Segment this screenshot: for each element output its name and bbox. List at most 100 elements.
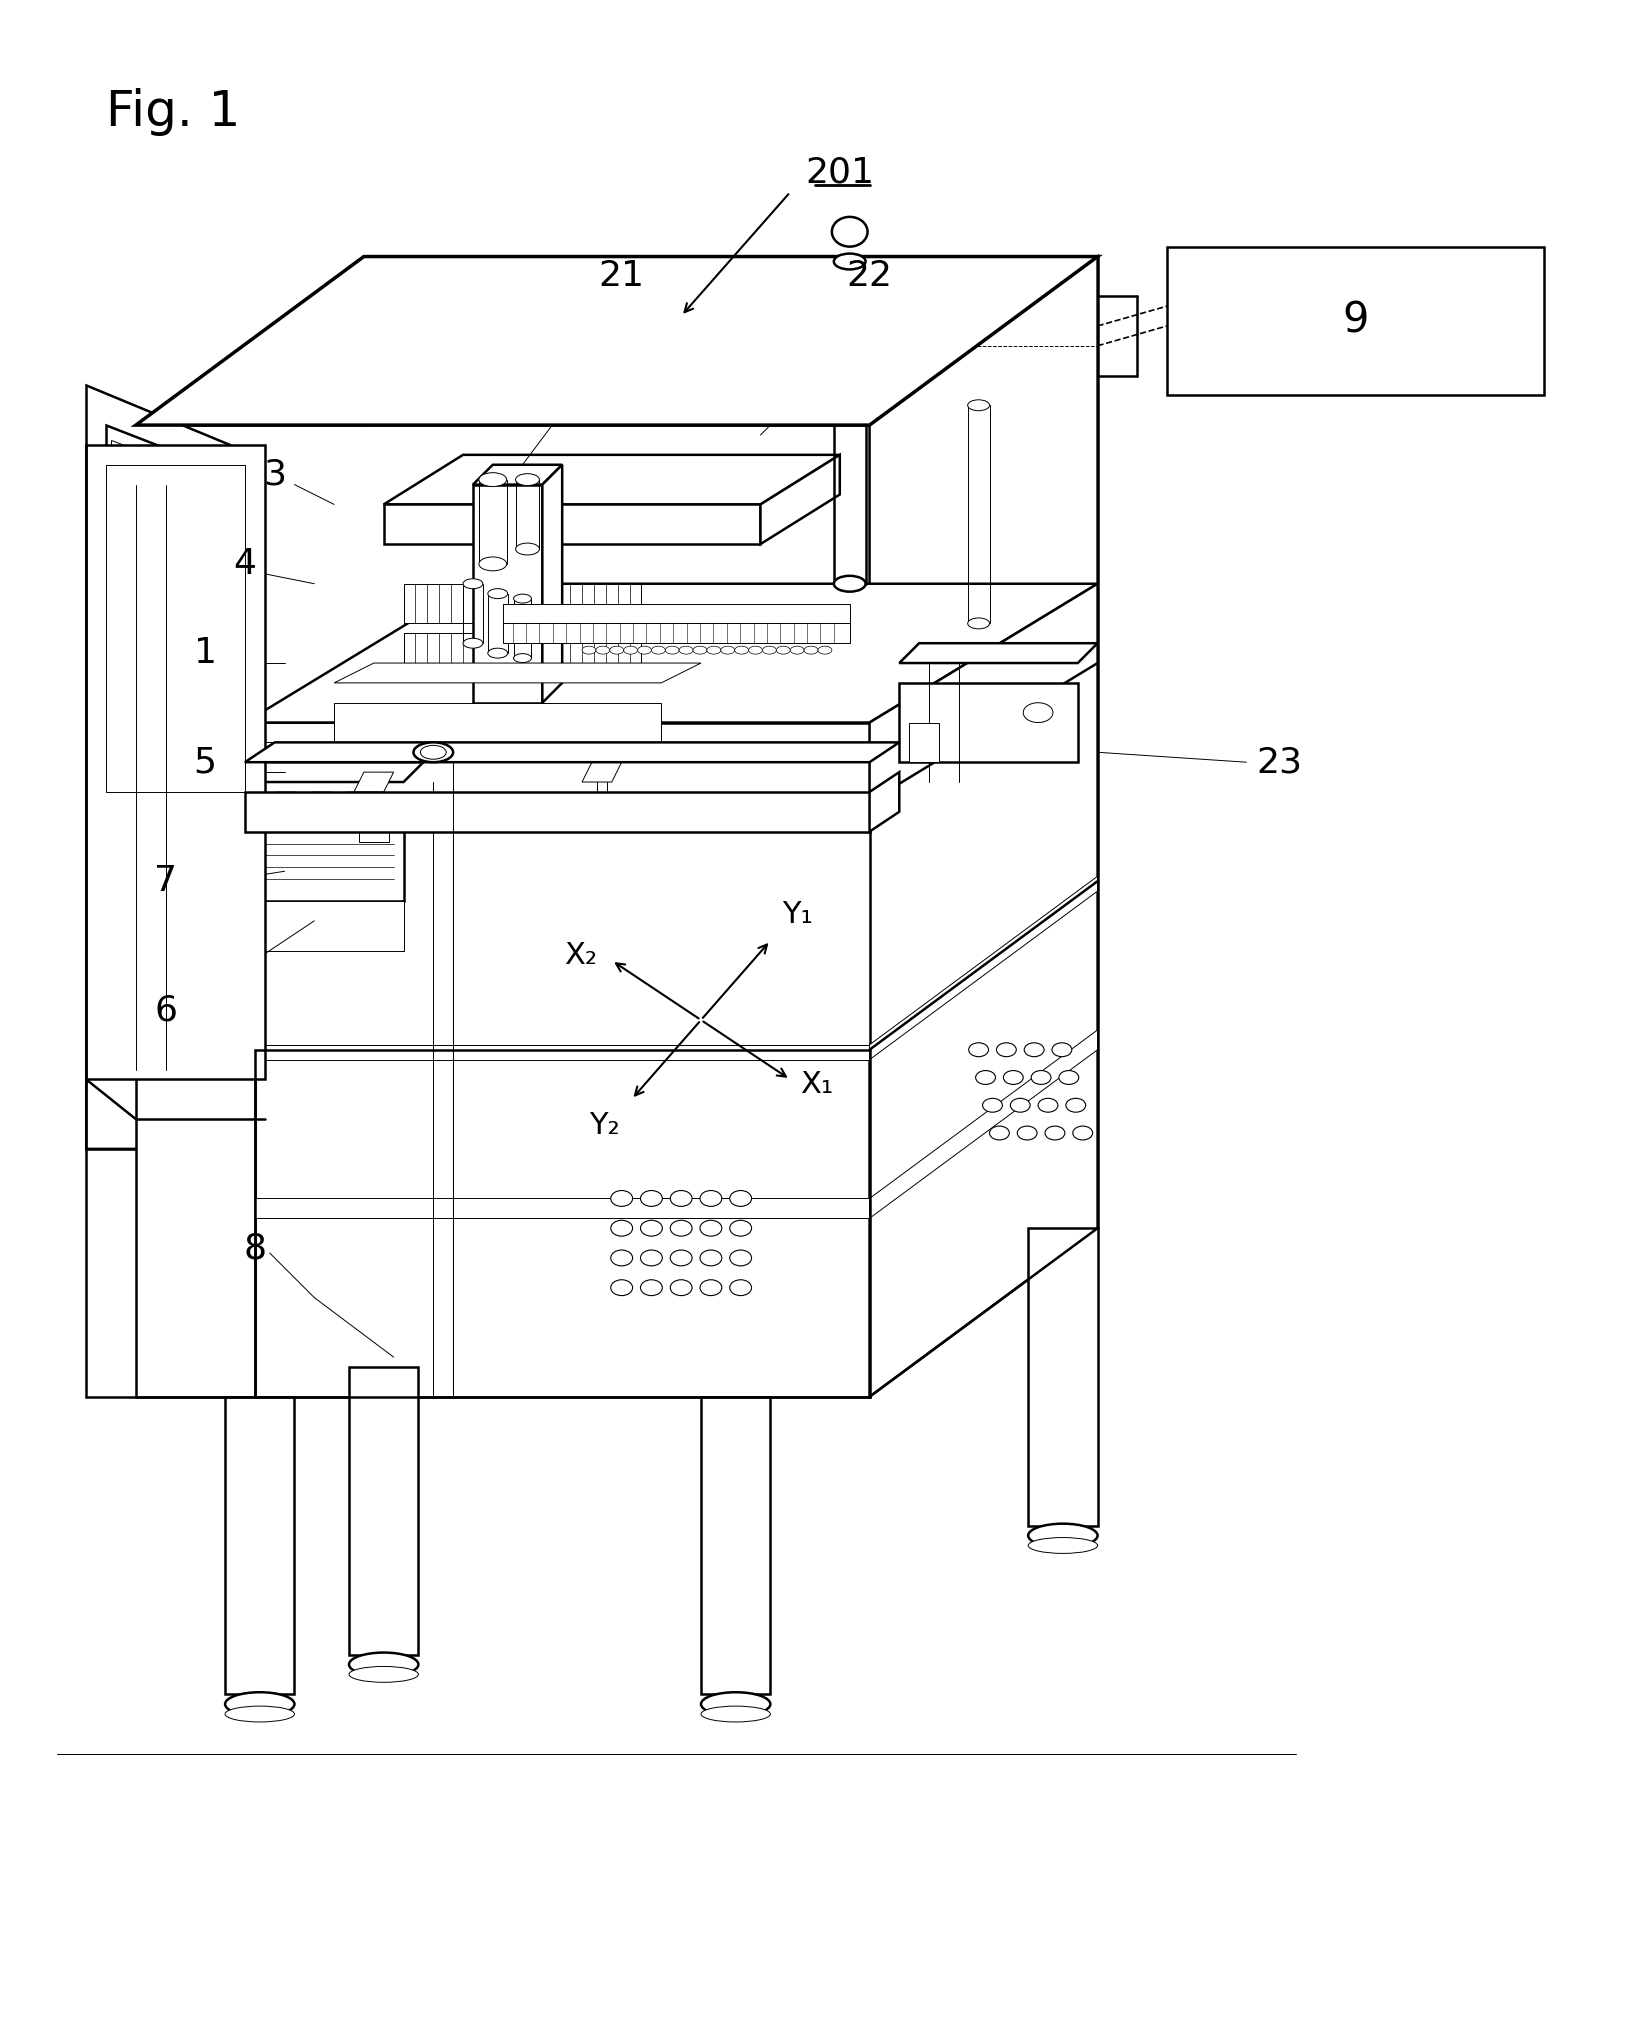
Polygon shape (111, 440, 230, 762)
Ellipse shape (610, 1190, 633, 1206)
Polygon shape (473, 485, 542, 703)
Ellipse shape (694, 646, 707, 654)
Polygon shape (135, 426, 870, 752)
Ellipse shape (1028, 1524, 1098, 1548)
Ellipse shape (700, 1279, 721, 1296)
Polygon shape (583, 762, 622, 782)
Polygon shape (86, 444, 264, 1080)
Ellipse shape (762, 646, 777, 654)
Polygon shape (135, 900, 403, 951)
Polygon shape (899, 682, 1077, 762)
Polygon shape (170, 792, 193, 803)
Ellipse shape (1066, 1098, 1085, 1112)
Polygon shape (403, 585, 641, 623)
Polygon shape (255, 1049, 870, 1397)
Ellipse shape (982, 1098, 1002, 1112)
Polygon shape (870, 585, 1098, 803)
Polygon shape (870, 772, 899, 831)
Text: Y₁: Y₁ (782, 900, 813, 929)
Polygon shape (255, 1045, 870, 1059)
Ellipse shape (583, 646, 596, 654)
Ellipse shape (651, 646, 666, 654)
Polygon shape (403, 634, 641, 664)
Ellipse shape (225, 1693, 294, 1715)
Ellipse shape (1028, 1538, 1098, 1554)
Ellipse shape (413, 741, 454, 762)
Ellipse shape (1010, 1098, 1030, 1112)
Polygon shape (135, 1049, 255, 1397)
Polygon shape (206, 821, 227, 831)
Polygon shape (870, 257, 1098, 752)
Text: 7: 7 (153, 864, 178, 898)
Ellipse shape (514, 654, 532, 662)
Polygon shape (899, 644, 1098, 664)
Ellipse shape (640, 1220, 663, 1236)
Polygon shape (240, 792, 261, 803)
Ellipse shape (968, 399, 989, 411)
Text: 9: 9 (1342, 299, 1369, 342)
Text: 1: 1 (194, 636, 217, 670)
Ellipse shape (734, 646, 749, 654)
Ellipse shape (730, 1220, 752, 1236)
Ellipse shape (349, 1652, 418, 1676)
Text: 201: 201 (805, 155, 875, 189)
Text: 8: 8 (243, 1230, 266, 1265)
Text: Y₂: Y₂ (589, 1112, 620, 1141)
Ellipse shape (790, 646, 805, 654)
Polygon shape (86, 385, 255, 1149)
Ellipse shape (707, 646, 721, 654)
Ellipse shape (679, 646, 694, 654)
Bar (1167, 246, 1544, 395)
Polygon shape (135, 257, 1098, 426)
Polygon shape (1028, 1228, 1098, 1526)
Ellipse shape (700, 1190, 721, 1206)
Ellipse shape (671, 1279, 692, 1296)
Ellipse shape (225, 1707, 294, 1721)
Polygon shape (354, 772, 393, 792)
Polygon shape (86, 951, 255, 1149)
Polygon shape (255, 723, 602, 741)
Ellipse shape (1072, 1126, 1093, 1141)
Ellipse shape (666, 646, 679, 654)
Ellipse shape (640, 1251, 663, 1265)
Text: X₂: X₂ (565, 941, 597, 970)
Ellipse shape (516, 544, 539, 554)
Polygon shape (245, 792, 870, 831)
Polygon shape (335, 703, 661, 741)
Polygon shape (344, 821, 366, 831)
Ellipse shape (700, 1251, 721, 1265)
Ellipse shape (671, 1220, 692, 1236)
Ellipse shape (488, 589, 508, 599)
Ellipse shape (463, 579, 483, 589)
Ellipse shape (488, 648, 508, 658)
Ellipse shape (463, 638, 483, 648)
Polygon shape (310, 792, 331, 803)
Polygon shape (870, 882, 1098, 1397)
Polygon shape (870, 257, 1098, 1049)
Polygon shape (909, 723, 938, 762)
Ellipse shape (1004, 1071, 1023, 1084)
Ellipse shape (777, 646, 790, 654)
Text: X₁: X₁ (800, 1069, 834, 1098)
Ellipse shape (671, 1251, 692, 1265)
Ellipse shape (968, 617, 989, 629)
Ellipse shape (730, 1279, 752, 1296)
Polygon shape (310, 821, 331, 831)
Ellipse shape (1025, 1043, 1044, 1057)
Ellipse shape (514, 595, 532, 603)
Ellipse shape (610, 1220, 633, 1236)
Polygon shape (542, 464, 561, 703)
Polygon shape (384, 505, 761, 544)
Ellipse shape (1059, 1071, 1079, 1084)
Polygon shape (245, 723, 870, 803)
Polygon shape (135, 752, 870, 1049)
Ellipse shape (638, 646, 651, 654)
Text: 5: 5 (194, 746, 217, 780)
Polygon shape (274, 792, 297, 803)
Polygon shape (344, 792, 366, 803)
Text: 6: 6 (153, 994, 178, 1027)
Ellipse shape (421, 746, 446, 760)
Ellipse shape (997, 1043, 1017, 1057)
Ellipse shape (700, 1220, 721, 1236)
Ellipse shape (1044, 1126, 1064, 1141)
